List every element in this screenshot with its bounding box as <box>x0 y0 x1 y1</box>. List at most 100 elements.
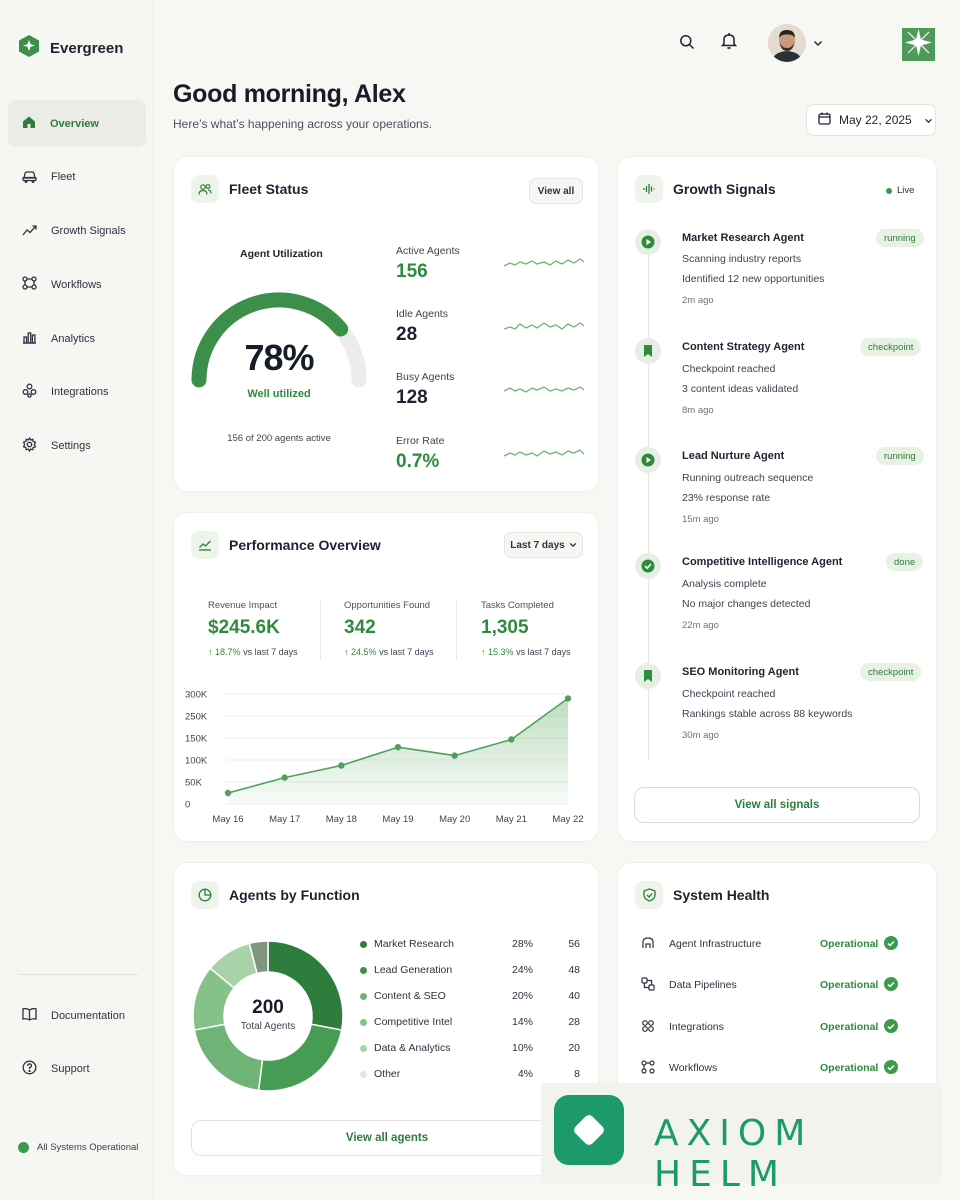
x-tick-label: May 18 <box>326 814 357 825</box>
signals-title: Growth Signals <box>673 181 776 197</box>
legend-pct: 28% <box>511 938 533 950</box>
data-point <box>508 736 515 743</box>
stat-label: Busy Agents <box>396 371 455 383</box>
view-all-agents-button[interactable]: View all agents <box>191 1120 583 1156</box>
signal-title: SEO Monitoring Agent <box>682 666 799 678</box>
performance-title: Performance Overview <box>229 537 381 553</box>
kpi-value-revenue: $245.6K <box>208 617 280 638</box>
nav-label: Documentation <box>51 1009 125 1022</box>
search-button[interactable] <box>678 34 696 53</box>
health-status: Operational <box>820 1021 879 1033</box>
legend-count: 20 <box>568 1042 580 1054</box>
data-point <box>394 743 402 751</box>
fleet-title: Fleet Status <box>229 181 309 197</box>
kpi-label: Tasks Completed <box>481 600 554 611</box>
legend-name: Other <box>374 1068 401 1080</box>
nav-item-overview[interactable]: Overview <box>8 100 146 147</box>
fleet-view-all-button[interactable]: View all <box>529 178 583 204</box>
chevron-down-icon <box>569 540 577 551</box>
stat-value-busy: 128 <box>396 387 428 408</box>
health-status: Operational <box>820 1062 879 1074</box>
legend-pct: 4% <box>517 1068 533 1080</box>
legend-dot <box>360 1019 367 1026</box>
date-picker[interactable]: May 22, 2025 <box>806 104 936 136</box>
nav-item-settings[interactable]: Settings <box>8 423 146 470</box>
kpi-value-tasks: 1,305 <box>481 617 529 638</box>
growth-signals-card: Growth Signals Live Market Research Agen… <box>617 156 937 842</box>
puzzle-icon <box>641 1019 655 1036</box>
health-row: Data Pipelines Operational <box>638 974 923 998</box>
sidebar: Evergreen Overview Fleet Growth Signals … <box>0 0 154 1200</box>
nav-item-growth-signals[interactable]: Growth Signals <box>8 208 146 255</box>
agents-donut-chart <box>192 940 344 1092</box>
play-icon <box>635 229 661 255</box>
health-status: Operational <box>820 938 879 950</box>
timeline-line <box>648 241 649 761</box>
legend-row: Market Research 28% 56 <box>360 936 580 952</box>
legend-count: 56 <box>568 938 580 950</box>
kpi-delta-value: 18.7% <box>215 647 241 657</box>
app-logo-tile <box>902 28 935 61</box>
data-point <box>451 752 458 759</box>
gear-icon <box>22 436 37 455</box>
stat-value-idle: 28 <box>396 324 418 345</box>
check-circle-icon <box>884 936 898 950</box>
user-avatar[interactable] <box>768 24 806 62</box>
brand[interactable]: Evergreen <box>18 34 123 63</box>
nav-item-documentation[interactable]: Documentation <box>8 992 146 1039</box>
shield-check-icon <box>635 881 663 909</box>
live-dot-icon <box>886 187 892 194</box>
notifications-button[interactable] <box>720 33 738 52</box>
nav-item-fleet[interactable]: Fleet <box>8 154 146 201</box>
users-icon <box>191 175 219 203</box>
legend-name: Lead Generation <box>374 964 453 976</box>
legend-count: 40 <box>568 990 580 1002</box>
workflow-icon <box>22 276 37 293</box>
x-tick-label: May 21 <box>496 814 527 825</box>
x-tick-label: May 22 <box>552 814 583 825</box>
stat-label: Active Agents <box>396 245 460 257</box>
sidebar-bottom-nav: Documentation Support <box>8 992 146 1100</box>
system-status-text: All Systems Operational <box>37 1142 139 1153</box>
agents-title: Agents by Function <box>229 887 360 903</box>
signal-title: Content Strategy Agent <box>682 341 805 353</box>
user-menu-toggle[interactable] <box>812 37 824 49</box>
nav-item-workflows[interactable]: Workflows <box>8 261 146 308</box>
sidebar-divider <box>18 974 138 975</box>
bookmark-icon <box>635 663 661 689</box>
stat-label: Error Rate <box>396 435 445 447</box>
range-select[interactable]: Last 7 days <box>504 532 583 558</box>
brand-name: Evergreen <box>50 40 124 57</box>
kpi-delta-value: 24.5% <box>351 647 377 657</box>
check-circle-icon <box>884 1060 898 1074</box>
x-tick-label: May 17 <box>269 814 300 825</box>
signal-time: 30m ago <box>682 730 719 741</box>
nav-item-analytics[interactable]: Analytics <box>8 315 146 362</box>
arrow-up-icon: ↑ <box>344 647 349 657</box>
y-tick-label: 300K <box>185 690 208 701</box>
nav-label: Settings <box>51 440 91 453</box>
legend-pct: 20% <box>511 990 533 1002</box>
data-point <box>281 774 288 781</box>
legend-dot <box>360 967 367 974</box>
status-badge: running <box>876 229 924 247</box>
gauge-fill <box>191 292 349 388</box>
x-tick-label: May 20 <box>439 814 470 825</box>
nav-item-integrations[interactable]: Integrations <box>8 369 146 416</box>
nav-label: Overview <box>50 117 99 130</box>
signal-line: Scanning industry reports <box>682 253 802 265</box>
sparkline-idle <box>504 322 584 330</box>
line-chart-icon <box>191 531 219 559</box>
agent-icon <box>641 936 655 953</box>
view-all-signals-button[interactable]: View all signals <box>634 787 920 823</box>
data-point <box>564 695 572 702</box>
nav-item-support[interactable]: Support <box>8 1046 146 1093</box>
status-badge: running <box>876 447 924 465</box>
sparkline-error-rate <box>504 449 584 457</box>
book-icon <box>22 1007 37 1024</box>
utilization-value: 78% <box>244 337 314 378</box>
kpi-delta: ↑ 15.3% vs last 7 days <box>481 647 571 657</box>
utilization-status: Well utilized <box>247 388 311 400</box>
kpi-divider <box>456 600 457 660</box>
signal-time: 8m ago <box>682 405 714 416</box>
